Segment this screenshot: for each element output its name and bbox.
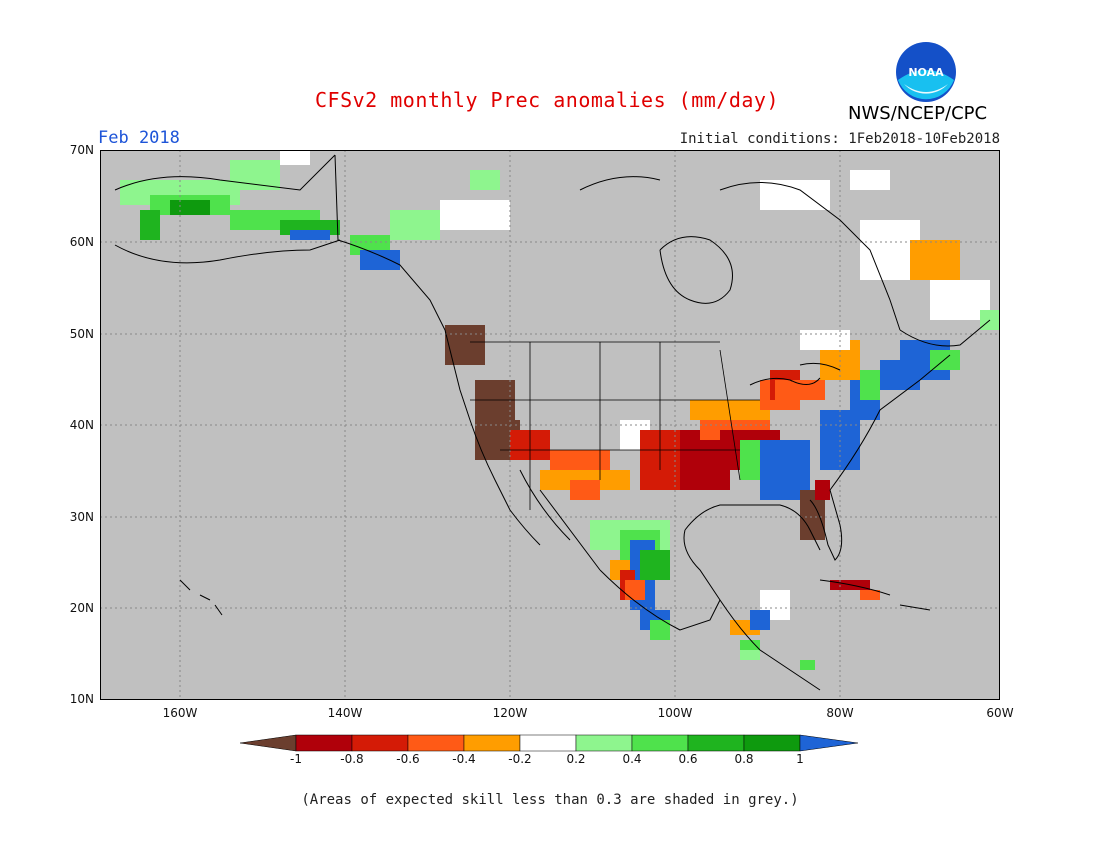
anomaly-cell <box>390 210 440 240</box>
anomaly-cell <box>860 590 880 600</box>
gridlines <box>100 150 1000 700</box>
anomaly-cell <box>230 160 280 190</box>
colorbar-segment <box>407 734 465 752</box>
anomaly-cell <box>775 380 825 400</box>
anomaly-cell <box>650 620 670 640</box>
anomaly-cell <box>930 350 960 370</box>
anomaly-cell <box>800 660 815 670</box>
lat-label: 40N <box>69 418 94 432</box>
colorbar-tick-label: 0.4 <box>622 752 642 766</box>
lat-label: 20N <box>69 601 94 615</box>
anomaly-cell <box>290 230 330 240</box>
lat-label: 60N <box>69 235 94 249</box>
precip-anomaly-map <box>100 150 1000 700</box>
lat-label: 50N <box>69 327 94 341</box>
anomaly-cell <box>360 250 400 270</box>
lon-label: 160W <box>162 706 198 720</box>
colorbar-segment <box>687 734 745 752</box>
colorbar-tick-label: -0.2 <box>508 752 532 766</box>
anomaly-cell <box>570 480 600 500</box>
agency-label: NWS/NCEP/CPC <box>848 103 988 124</box>
lon-label: 140W <box>327 706 363 720</box>
colorbar-segment <box>351 734 409 752</box>
colorbar <box>239 734 859 752</box>
lat-label: 10N <box>69 692 94 706</box>
colorbar-tick-label: 1 <box>796 752 804 766</box>
lat-label: 70N <box>69 143 94 157</box>
colorbar-tick-label: -0.6 <box>396 752 420 766</box>
skill-footnote: (Areas of expected skill less than 0.3 a… <box>301 792 799 808</box>
anomaly-cell <box>800 330 850 350</box>
lon-label: 60W <box>986 706 1014 720</box>
colorbar-tick-label: -0.4 <box>452 752 476 766</box>
anomaly-cell <box>445 325 485 365</box>
anomaly-cell <box>815 480 830 500</box>
colorbar-segment <box>295 734 353 752</box>
forecast-month: Feb 2018 <box>98 128 180 148</box>
anomaly-cell <box>760 180 830 210</box>
anomaly-cell <box>640 550 670 580</box>
anomaly-cell <box>280 150 310 165</box>
colorbar-tick-label: -1 <box>290 752 302 766</box>
anomaly-cell <box>850 170 890 190</box>
anomaly-cells <box>120 150 1000 670</box>
anomaly-cell <box>690 400 770 420</box>
state-borders <box>470 341 760 510</box>
anomaly-cell <box>170 200 210 215</box>
colorbar-arrow-high <box>799 734 859 752</box>
anomaly-cell <box>140 210 160 240</box>
lon-label: 100W <box>657 706 693 720</box>
lon-label: 80W <box>826 706 854 720</box>
anomaly-cell <box>910 240 960 280</box>
colorbar-segment <box>743 734 801 752</box>
svg-text:NOAA: NOAA <box>908 66 944 79</box>
initial-conditions: Initial conditions: 1Feb2018-10Feb2018 <box>679 131 1000 147</box>
colorbar-segment <box>519 734 577 752</box>
colorbar-segment <box>631 734 689 752</box>
colorbar-tick-label: 0.2 <box>566 752 586 766</box>
anomaly-cell <box>750 610 770 630</box>
anomaly-cell <box>625 580 645 600</box>
lat-label: 30N <box>69 510 94 524</box>
colorbar-segment <box>463 734 521 752</box>
colorbar-arrow-low <box>239 734 297 752</box>
colorbar-tick-label: 0.6 <box>678 752 698 766</box>
colorbar-tick-label: -0.8 <box>340 752 364 766</box>
anomaly-cell <box>440 200 510 230</box>
colorbar-tick-label: 0.8 <box>734 752 754 766</box>
coastlines <box>114 154 991 691</box>
colorbar-segment <box>575 734 633 752</box>
anomaly-cell <box>860 370 880 400</box>
chart-title: CFSv2 monthly Prec anomalies (mm/day) <box>314 88 780 112</box>
noaa-logo-icon: NOAA <box>896 42 956 102</box>
anomaly-cell <box>470 170 500 190</box>
lon-label: 120W <box>492 706 528 720</box>
anomaly-cell <box>740 650 760 660</box>
